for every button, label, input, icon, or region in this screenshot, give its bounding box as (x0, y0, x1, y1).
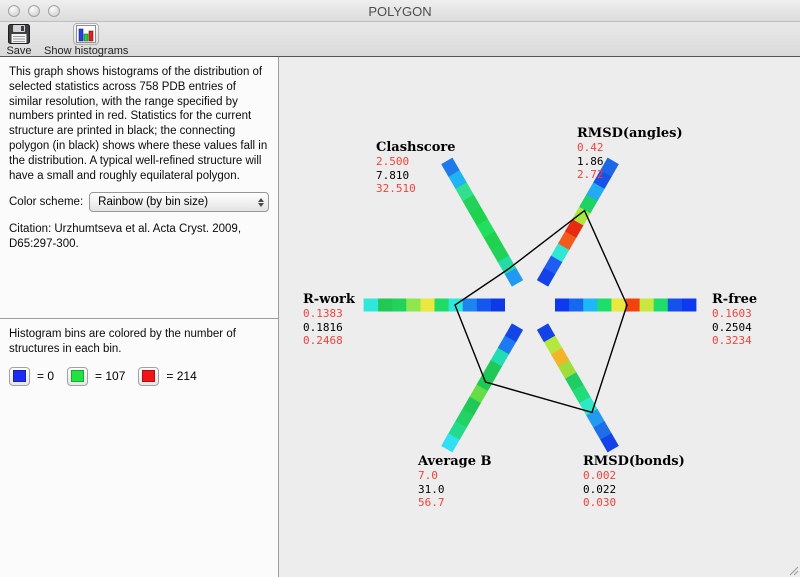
axis-high-value: 2.72 (577, 168, 604, 181)
color-scheme-selected-value: Rainbow (by bin size) (98, 196, 209, 209)
axis-title: R-work (303, 292, 355, 307)
axis-current-value: 0.1816 (303, 320, 343, 334)
bin-swatch-green (67, 366, 89, 386)
save-button-label: Save (6, 45, 32, 57)
axis-title: RMSD(bonds) (583, 454, 685, 469)
show-histograms-button[interactable]: Show histograms (44, 23, 128, 57)
spoke-RMSD(bonds) (536, 323, 619, 453)
zoom-button[interactable] (48, 5, 60, 17)
axis-low-value: 2.500 (376, 155, 410, 168)
axis-high-value: 0.030 (583, 496, 617, 509)
axis-low-value: 0.1603 (712, 307, 752, 320)
legend-panel: Histogram bins are colored by the number… (0, 319, 279, 577)
axis-title: Average B (418, 454, 492, 469)
spoke-Clashscore (441, 157, 524, 287)
axis-label-average-b: Average B 7.0 31.0 56.7 (418, 455, 492, 510)
axis-high-value: 56.7 (418, 496, 445, 509)
axis-low-value: 0.002 (583, 469, 617, 482)
axis-title: R-free (712, 292, 758, 307)
spoke-R-work (363, 298, 505, 312)
toolbar: Save Show histograms (0, 22, 800, 57)
spoke-R-free (555, 298, 697, 312)
axis-high-value: 0.3234 (712, 334, 752, 347)
color-scheme-select[interactable]: Rainbow (by bin size) (89, 192, 269, 213)
close-button[interactable] (8, 5, 20, 17)
axis-current-value: 7.810 (376, 168, 410, 182)
bin-color-legend: = 0 = 107 = 214 (9, 366, 269, 386)
bin-count-max-label: = 214 (166, 369, 197, 384)
bin-swatch-blue (9, 366, 30, 386)
axis-low-value: 0.1383 (303, 307, 343, 320)
title-bar: POLYGON (0, 0, 800, 22)
info-panel: This graph shows histograms of the distr… (0, 57, 279, 319)
resize-grip[interactable] (787, 564, 799, 576)
show-histograms-button-label: Show histograms (44, 45, 129, 57)
axis-title: RMSD(angles) (577, 126, 683, 141)
histogram-icon (73, 23, 100, 45)
axis-current-value: 31.0 (418, 482, 445, 496)
axis-high-value: 32.510 (376, 182, 416, 195)
axis-current-value: 0.022 (583, 482, 617, 496)
legend-description: Histogram bins are colored by the number… (9, 328, 236, 355)
minimize-button[interactable] (28, 5, 40, 17)
axis-label-clashscore: Clashscore 2.500 7.810 32.510 (376, 141, 456, 196)
axis-high-value: 0.2468 (303, 334, 343, 347)
popup-arrows-icon (258, 197, 264, 207)
bin-swatch-red (138, 366, 160, 386)
axis-low-value: 7.0 (418, 469, 438, 482)
axis-low-value: 0.42 (577, 141, 604, 154)
axis-title: Clashscore (376, 140, 456, 155)
axis-label-r-work: R-work 0.1383 0.1816 0.2468 (303, 293, 355, 348)
axis-label-rmsd-bonds-: RMSD(bonds) 0.002 0.022 0.030 (583, 455, 685, 510)
citation-text: Citation: Urzhumtseva et al. Acta Cryst.… (9, 223, 242, 251)
polygon-chart-area: R-free 0.1603 0.2504 0.3234 RMSD(angles) 0.42… (280, 57, 800, 577)
bin-count-min-label: = 0 (37, 369, 55, 384)
structure-polygon (454, 209, 628, 414)
spoke-Average B (441, 323, 524, 453)
color-scheme-label: Color scheme: (9, 196, 84, 209)
axis-label-r-free: R-free 0.1603 0.2504 0.3234 (712, 293, 757, 348)
bin-count-mid-label: = 107 (95, 369, 126, 384)
spoke-RMSD(angles) (536, 157, 619, 287)
polygon-chart (363, 157, 697, 453)
axis-label-rmsd-angles-: RMSD(angles) 0.42 1.86 2.72 (577, 127, 683, 182)
save-button[interactable]: Save (6, 23, 32, 57)
info-description: This graph shows histograms of the distr… (9, 66, 268, 182)
floppy-disk-icon (6, 23, 32, 45)
axis-current-value: 1.86 (577, 154, 604, 168)
axis-current-value: 0.2504 (712, 320, 752, 334)
window-title: POLYGON (368, 4, 432, 19)
